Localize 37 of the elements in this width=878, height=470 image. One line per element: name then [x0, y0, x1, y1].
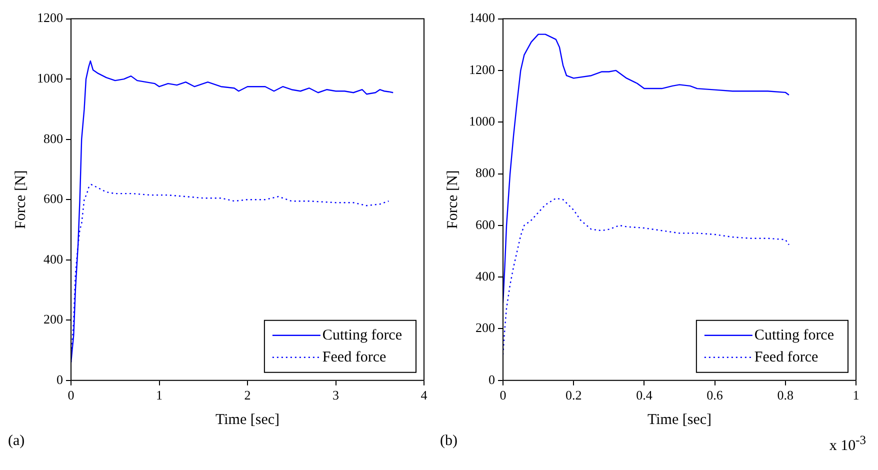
- x-tick-label: 0.4: [636, 388, 653, 403]
- x-tick-label: 0.2: [565, 388, 582, 403]
- x-tick-label: 3: [332, 388, 339, 403]
- y-tick-label: 1000: [37, 70, 63, 86]
- x-tick-label: 0.8: [777, 388, 794, 403]
- x-tick-label: 4: [420, 388, 428, 403]
- y-tick-label: 400: [476, 268, 495, 284]
- y-tick-label: 600: [476, 216, 495, 232]
- legend-label: Cutting force: [322, 327, 402, 344]
- y-axis-title: Force [N]: [12, 170, 29, 229]
- y-tick-label: 0: [56, 372, 63, 387]
- x-tick-label: 1: [852, 388, 860, 403]
- y-tick-label: 1400: [469, 10, 495, 26]
- legend-label: Feed force: [754, 349, 818, 366]
- y-tick-label: 1000: [469, 114, 495, 129]
- y-tick-label: 400: [44, 251, 63, 266]
- y-tick-label: 1200: [469, 62, 495, 77]
- y-tick-label: 0: [488, 372, 495, 387]
- text: (b): [440, 433, 458, 451]
- legend-label: Feed force: [322, 349, 386, 366]
- y-tick-label: 800: [476, 165, 495, 180]
- x-tick-label: 0.6: [706, 388, 724, 403]
- y-tick-label: 1200: [37, 10, 63, 26]
- y-tick-label: 200: [44, 312, 63, 327]
- y-axis-title: Force [N]: [444, 170, 461, 229]
- y-tick-label: 800: [44, 130, 63, 146]
- legend-label: Cutting force: [754, 327, 834, 344]
- x-tick-label: 1: [156, 388, 162, 403]
- x-axis-title: Time [sec]: [647, 412, 712, 428]
- x-axis-title: Time [sec]: [215, 412, 280, 428]
- x-tick-label: 0: [68, 388, 74, 403]
- y-tick-label: 600: [44, 191, 63, 206]
- text: (a): [8, 433, 25, 450]
- y-tick-label: 200: [476, 320, 495, 336]
- text: x 10$^{-3}$: [829, 433, 866, 455]
- x-tick-label: 2: [244, 388, 251, 403]
- x-tick-label: 0: [500, 388, 506, 403]
